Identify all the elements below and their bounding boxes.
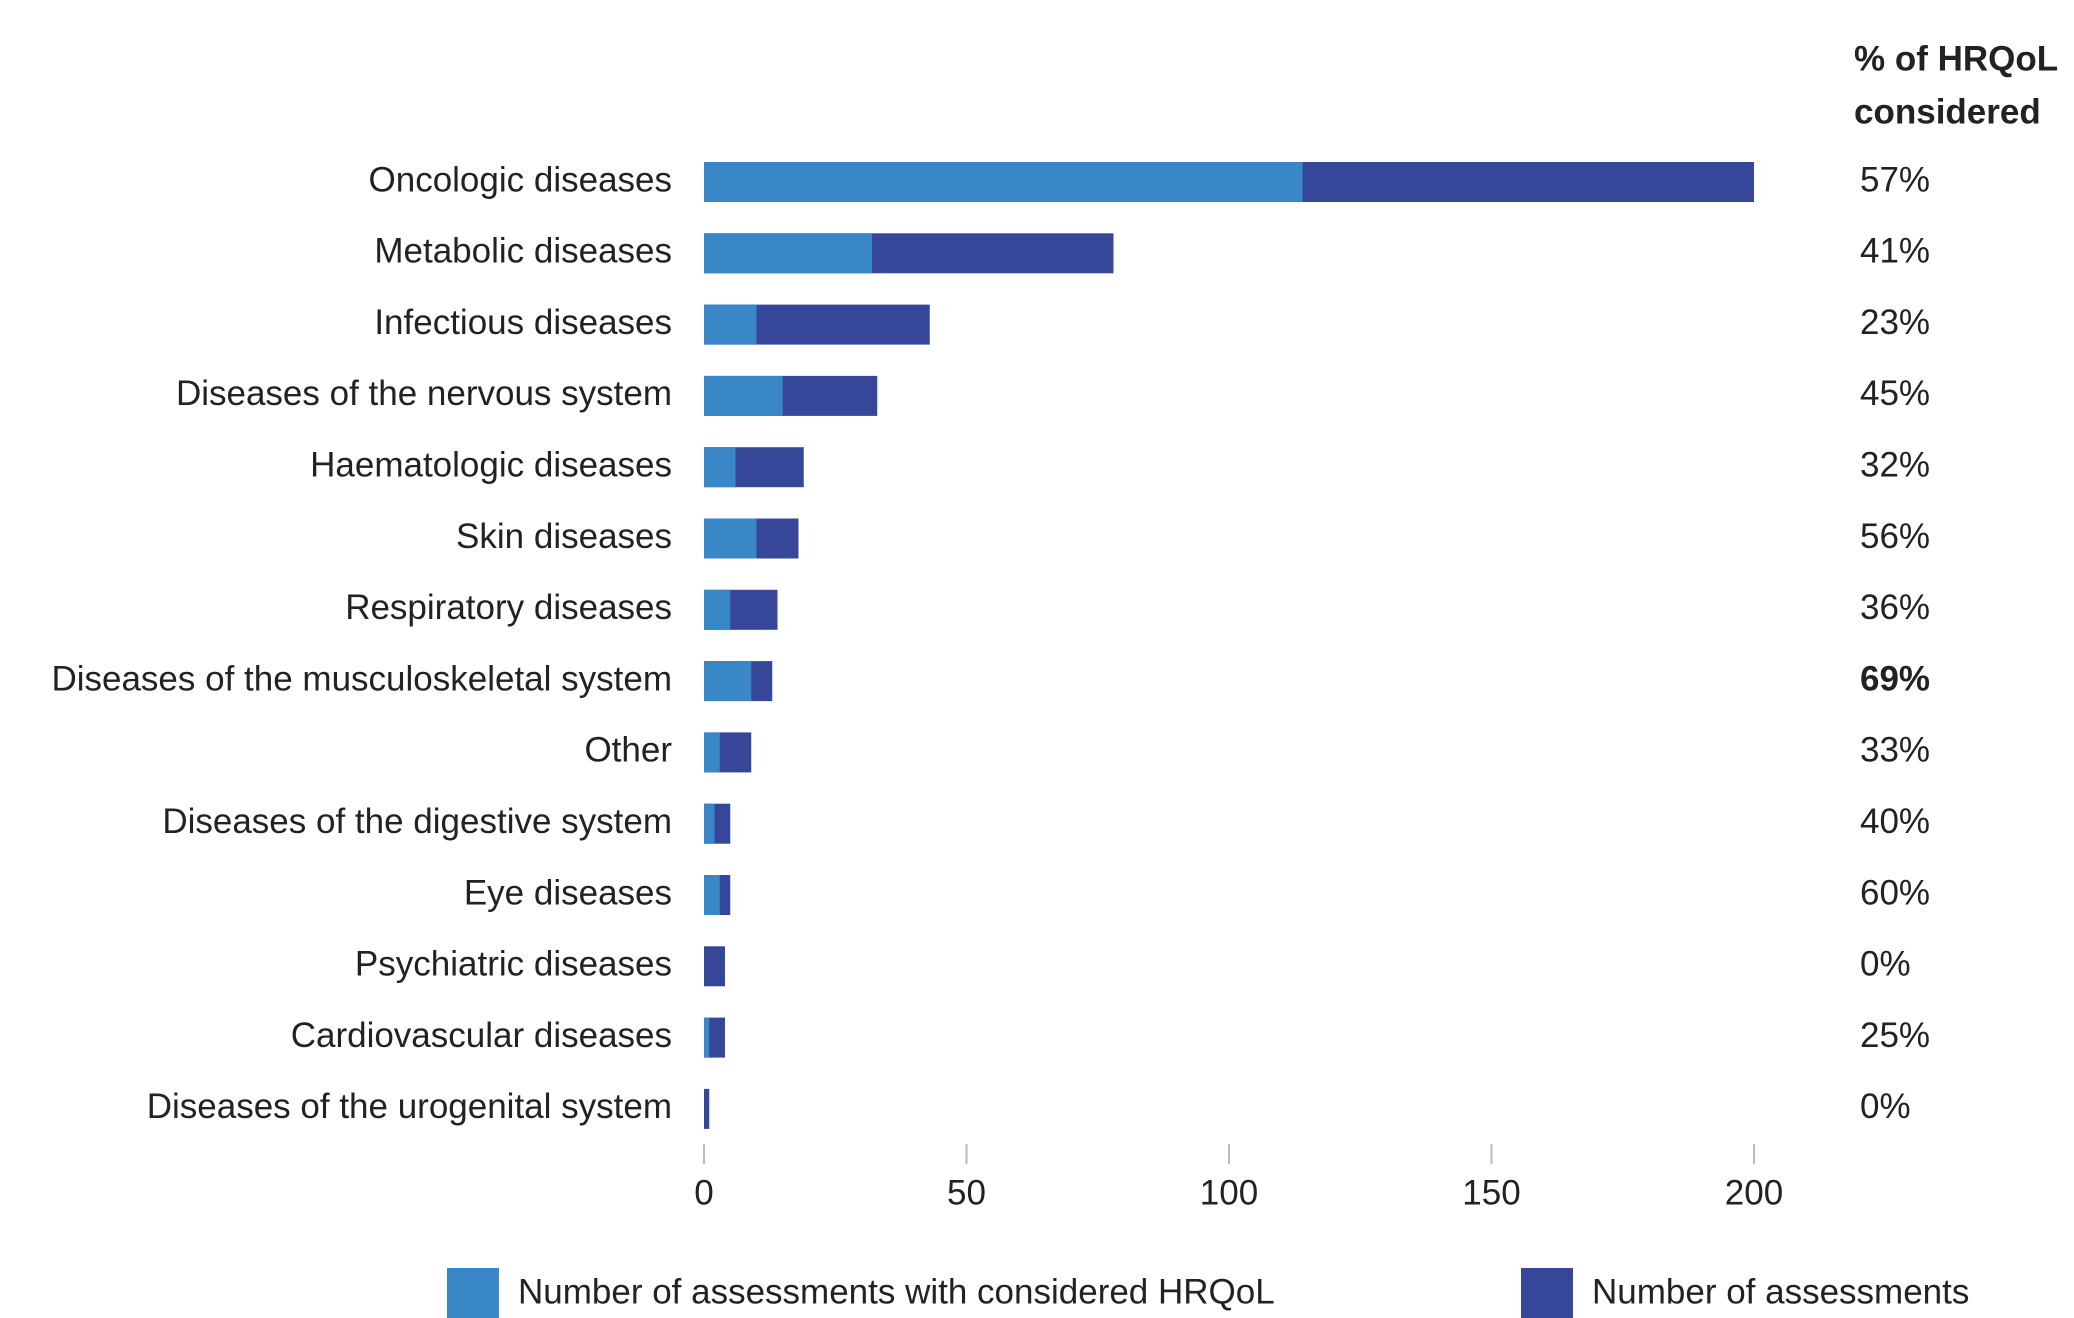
- x-tick-label: 100: [1200, 1173, 1258, 1212]
- percent-label: 32%: [1860, 445, 1930, 484]
- percent-label: 45%: [1860, 374, 1930, 413]
- category-label: Diseases of the musculoskeletal system: [51, 659, 672, 698]
- category-label: Diseases of the nervous system: [176, 374, 672, 413]
- bar: [704, 447, 736, 488]
- percent-label: 36%: [1860, 588, 1930, 627]
- x-tick-label: 0: [694, 1173, 713, 1212]
- bar: [704, 589, 731, 630]
- percent-label: 0%: [1860, 1087, 1911, 1126]
- bar: [704, 233, 872, 274]
- bar: [704, 162, 1303, 202]
- category-label: Haematologic diseases: [310, 445, 672, 484]
- percent-label: 23%: [1860, 303, 1930, 342]
- bar: [704, 375, 783, 416]
- bar: [704, 732, 720, 773]
- percent-label: 56%: [1860, 517, 1930, 556]
- category-label: Metabolic diseases: [374, 232, 672, 271]
- legend-label: Number of assessments: [1592, 1272, 1969, 1311]
- category-label: Diseases of the urogenital system: [147, 1087, 672, 1126]
- category-label: Oncologic diseases: [369, 160, 673, 199]
- percent-label: 25%: [1860, 1016, 1930, 1055]
- percent-label: 40%: [1860, 802, 1930, 841]
- percent-label: 0%: [1860, 945, 1911, 984]
- percent-label: 69%: [1860, 659, 1930, 698]
- legend-swatch: [447, 1268, 499, 1318]
- percent-label: 57%: [1860, 160, 1930, 199]
- category-label: Skin diseases: [456, 517, 672, 556]
- category-label: Cardiovascular diseases: [291, 1016, 672, 1055]
- x-tick-label: 50: [947, 1173, 986, 1212]
- percent-label: 41%: [1860, 232, 1930, 271]
- column-header: % of HRQoL: [1854, 39, 2058, 78]
- bar: [704, 803, 715, 844]
- category-label: Psychiatric diseases: [355, 945, 672, 984]
- legend-swatch: [1521, 1268, 1573, 1318]
- category-label: Respiratory diseases: [345, 588, 672, 627]
- bar: [704, 518, 757, 559]
- legend-label: Number of assessments with considered HR…: [518, 1272, 1275, 1311]
- category-label: Other: [584, 731, 672, 770]
- category-label: Eye diseases: [464, 873, 672, 912]
- column-header: considered: [1854, 92, 2041, 131]
- bar: [704, 875, 720, 915]
- percent-label: 60%: [1860, 873, 1930, 912]
- category-label: Infectious diseases: [374, 303, 672, 342]
- bar: [704, 304, 757, 345]
- x-tick-label: 150: [1462, 1173, 1520, 1212]
- category-label: Diseases of the digestive system: [162, 802, 672, 841]
- x-tick-label: 200: [1725, 1173, 1783, 1212]
- bar: [704, 661, 752, 702]
- bar: [704, 946, 725, 987]
- percent-label: 33%: [1860, 731, 1930, 770]
- bar: [704, 1088, 710, 1129]
- bar: [704, 1017, 710, 1058]
